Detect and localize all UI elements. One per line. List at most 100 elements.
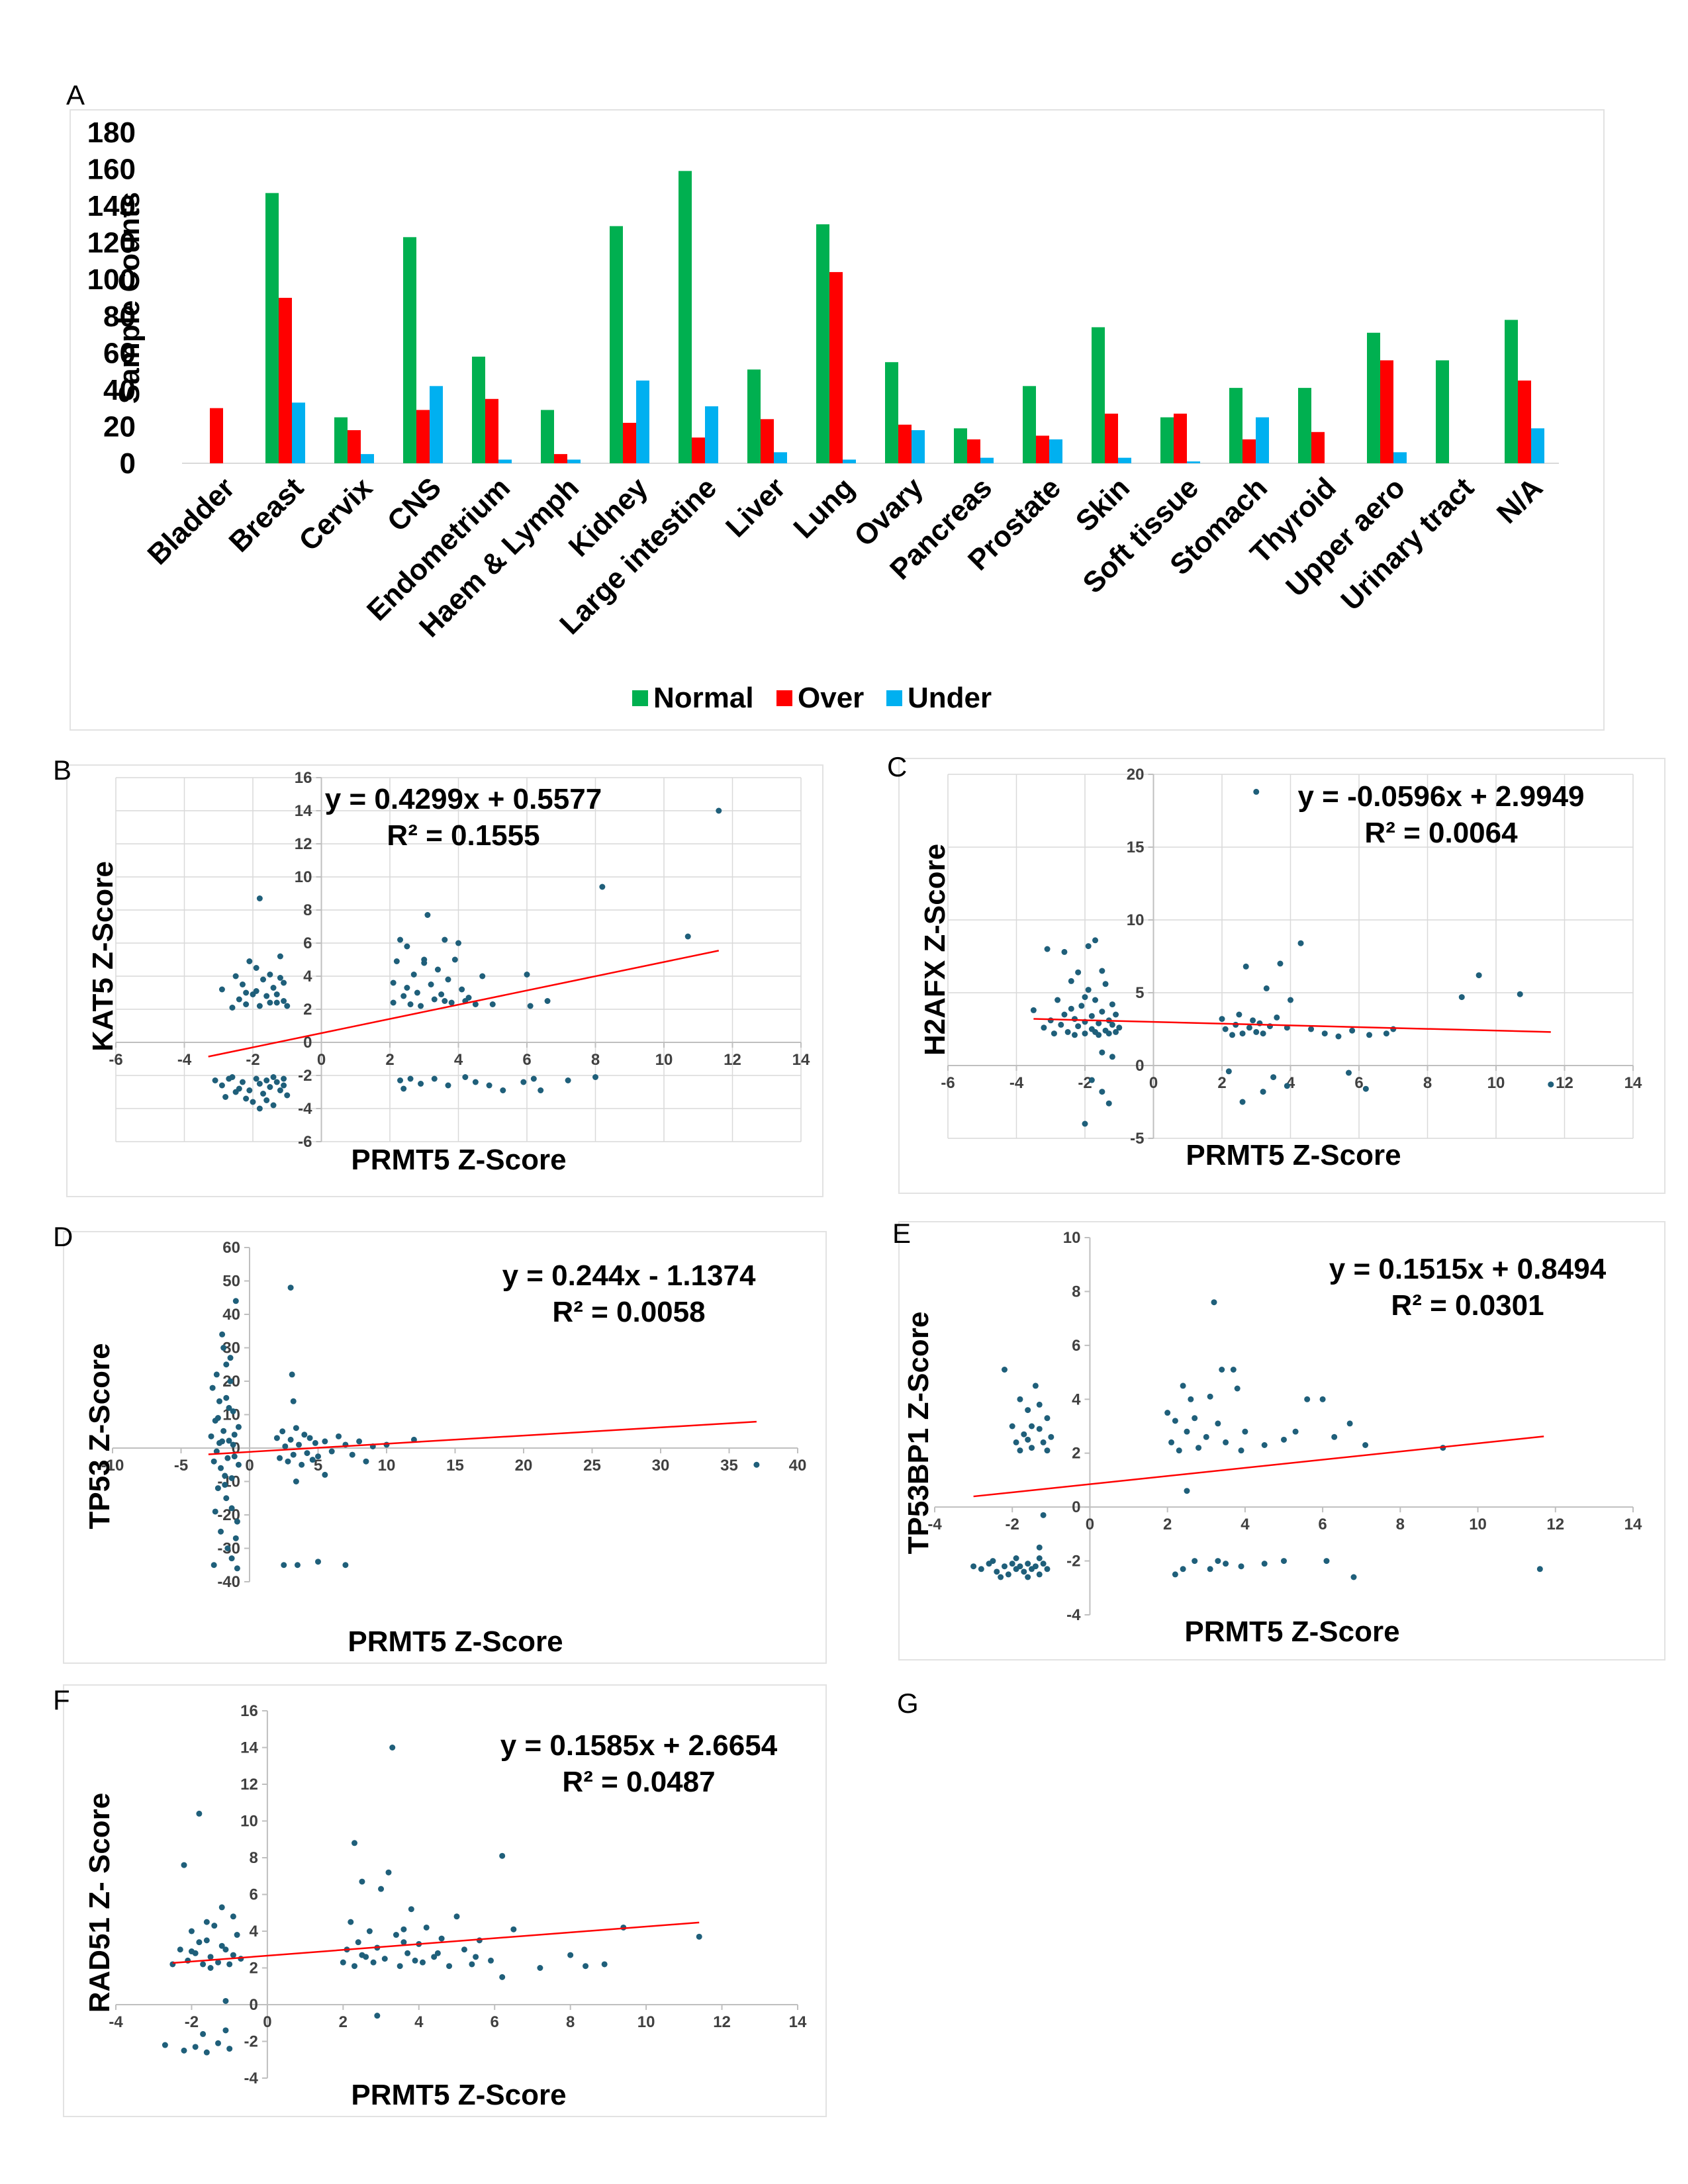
data-point [218,986,225,993]
data-point [1284,1024,1290,1031]
x-tick-label: -2 [246,1051,259,1069]
x-axis-title: PRMT5 Z-Score [1184,1615,1399,1648]
data-point [227,1378,234,1385]
y-tick-label: 60 [103,337,136,369]
x-tick-label: 0 [1086,1516,1094,1533]
panel-letter-d: D [53,1221,73,1252]
y-tick-label: 12 [295,835,312,853]
r-squared: R² = 0.0301 [1391,1289,1544,1322]
data-point [472,1079,479,1085]
data-point [299,1461,305,1468]
data-point [253,1075,259,1082]
data-point [1207,1393,1213,1400]
data-point [214,1485,221,1492]
x-tick-label: 14 [1624,1516,1642,1533]
bar-normal [747,369,761,463]
data-point [228,1555,235,1562]
data-point [267,1084,273,1090]
bar-normal [1229,388,1243,463]
bar-over [210,408,223,463]
data-point [459,986,465,993]
data-point [1292,1428,1299,1435]
data-point [601,1961,608,1968]
data-point [1009,1423,1015,1430]
data-point [243,1001,250,1007]
bar-over [485,398,498,463]
x-tick-label: 14 [789,2013,807,2031]
trend-equation: y = 0.244x - 1.1374 [502,1259,756,1292]
data-point [445,976,451,983]
data-point [567,1952,574,1958]
data-point [1040,1561,1047,1567]
data-point [404,985,410,991]
data-point [1025,1574,1031,1580]
data-point [1040,1439,1047,1445]
data-point [230,1913,236,1920]
data-point [1082,1030,1088,1037]
data-point [218,1082,225,1089]
data-point [994,1569,1000,1575]
data-point [232,1298,239,1304]
y-tick-label: 2 [1072,1445,1080,1463]
y-tick-label: 16 [240,1702,258,1720]
data-point [1270,1074,1277,1081]
data-point [203,1937,210,1944]
data-point [212,1077,218,1083]
data-point [1082,1120,1088,1127]
data-point [239,1079,246,1085]
trend-line [973,1435,1544,1498]
data-point [239,981,246,987]
y-tick-label: 0 [1072,1498,1080,1516]
x-tick-label: 2 [385,1051,394,1069]
x-tick-label: 8 [1423,1074,1432,1092]
data-point [1075,1023,1082,1030]
data-point [267,999,273,1006]
data-point [524,972,530,978]
x-tick-label: 10 [637,2013,655,2031]
data-point [1281,1436,1287,1443]
data-point [212,1508,218,1515]
data-point [315,1559,321,1565]
bar-normal [885,362,898,463]
data-point [1002,1563,1008,1570]
data-point [203,1919,210,1925]
category-label: Breast [223,471,310,559]
data-point [431,996,438,1003]
data-point [1362,1085,1369,1092]
data-point [1113,1011,1119,1018]
bar-over [554,454,567,463]
y-tick-label: 40 [103,374,136,406]
legend-swatch-under [886,690,902,706]
data-point [263,1077,270,1083]
data-point [188,1928,195,1934]
x-tick-label: -2 [185,2013,199,2031]
bar-under [1187,461,1200,463]
y-tick-label: 100 [87,263,136,296]
data-point [223,1495,230,1502]
data-point [414,989,420,996]
data-point [1517,991,1523,997]
data-point [1176,1447,1182,1454]
y-tick-label: -40 [217,1573,240,1591]
y-tick-label: 4 [250,1923,259,1940]
data-point [520,1079,527,1085]
data-point [1025,1436,1031,1443]
bar-under [430,386,443,463]
data-point [1346,1420,1353,1427]
data-point [366,1928,373,1934]
data-point [1041,1024,1047,1031]
y-tick-label: 10 [240,1813,258,1831]
data-point [256,1081,263,1087]
data-point [1113,1028,1119,1035]
data-point [1055,997,1061,1003]
data-point [453,1913,460,1920]
data-point [1215,1558,1221,1565]
data-point [1075,969,1082,976]
data-point [220,1428,227,1434]
data-point [294,1562,301,1569]
bar-under [843,459,856,463]
x-tick-label: 10 [378,1457,396,1475]
data-point [397,1077,404,1083]
trend-equation: y = -0.0596x + 2.9949 [1297,780,1584,813]
r-squared: R² = 0.0487 [562,1766,715,1798]
